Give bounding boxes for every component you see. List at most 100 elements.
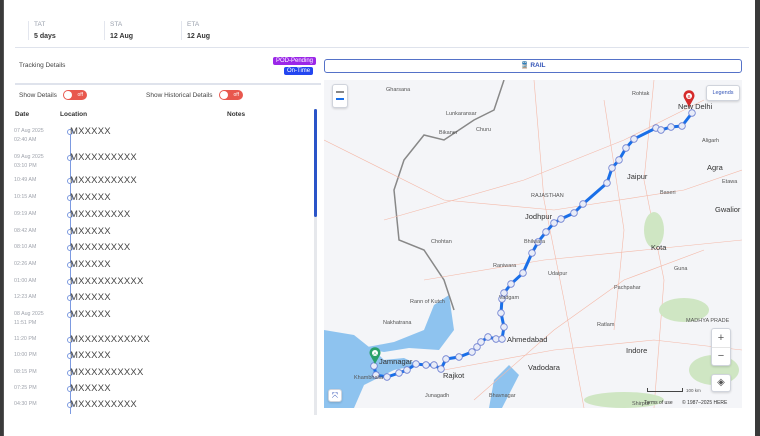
map-place-label: Indore [626, 346, 648, 355]
rail-stop-icon[interactable] [622, 144, 630, 152]
start-marker-icon[interactable]: A [369, 347, 381, 364]
timeline-dot [67, 262, 73, 268]
layers-icon: ◈ [717, 377, 725, 388]
scrollbar-track[interactable] [314, 109, 317, 415]
zoom-out-button[interactable]: − [717, 350, 725, 362]
rann-of-kutch [362, 295, 454, 352]
rail-stop-icon[interactable] [534, 238, 542, 246]
map-place-label: Churu [476, 127, 491, 133]
rail-stop-icon[interactable] [657, 126, 665, 134]
gulf-of-khambhat [489, 365, 519, 408]
timeline-dot [67, 155, 73, 161]
divider [15, 83, 321, 85]
rail-stop-icon[interactable] [430, 361, 438, 369]
legends-button[interactable]: Legends [706, 85, 740, 101]
event-location: MXXXXX [70, 292, 111, 303]
rail-stop-icon[interactable] [550, 219, 558, 227]
tracking-title: Tracking Details [19, 62, 66, 69]
col-date: Date [15, 111, 30, 118]
rail-stop-icon[interactable] [497, 309, 505, 317]
rail-stop-icon[interactable] [437, 365, 445, 373]
pod-badge: POD-Pending [273, 57, 317, 65]
rail-stop-icon[interactable] [603, 179, 611, 187]
event-location: MXXXXX [70, 126, 111, 137]
event-time: 02:40 AM [14, 136, 37, 143]
fullscreen-button[interactable]: ⤧ [328, 389, 342, 402]
event-time: 07:25 PM [14, 385, 37, 391]
rail-stop-icon[interactable] [370, 362, 378, 370]
rail-stop-icon[interactable] [484, 333, 492, 341]
event-datetime: 08:15 PM [14, 368, 60, 377]
marker-letter: B [687, 94, 690, 99]
rail-stop-icon[interactable] [455, 353, 463, 361]
rail-stop-icon[interactable] [667, 123, 675, 131]
rail-stop-icon[interactable] [557, 215, 565, 223]
event-datetime: 12:23 AM [14, 293, 60, 302]
rail-stop-icon[interactable] [579, 200, 587, 208]
rail-stop-icon[interactable] [498, 335, 506, 343]
rail-stop-icon[interactable] [528, 249, 536, 257]
rail-stop-icon[interactable] [678, 122, 686, 130]
event-location: MXXXXXXXX [70, 209, 131, 220]
show-historical-toggle[interactable]: off [219, 90, 243, 100]
map-style-toggle[interactable] [332, 84, 348, 108]
timeline-dot [67, 129, 73, 135]
timeline-dot [67, 229, 73, 235]
scrollbar-thumb[interactable] [314, 109, 317, 217]
event-datetime: 01:00 AM [14, 277, 60, 286]
map-place-label: Vadgam [499, 295, 520, 301]
zoom-in-button[interactable]: + [712, 329, 730, 348]
show-details-toggle[interactable]: off [63, 90, 87, 100]
mode-label: RAIL [530, 62, 546, 69]
rail-stop-icon[interactable] [500, 289, 508, 297]
map-place-label: Rann of Kutch [410, 299, 445, 305]
rail-stop-icon[interactable] [403, 366, 411, 374]
map-place-label: Aligarh [702, 138, 720, 144]
rail-stop-icon[interactable] [542, 228, 550, 236]
mode-rail-button[interactable]: 🚆 RAIL [324, 59, 742, 73]
layers-button[interactable]: ◈ [711, 374, 731, 392]
map-place-label: Chohtan [431, 239, 452, 245]
tat-value: 5 days [34, 33, 56, 40]
event-location: MXXXXXXXXX [70, 152, 137, 163]
event-datetime: 08 Aug 2025 11:51 PM [14, 310, 60, 327]
map-place-label: Ratlam [597, 322, 615, 328]
timeline-dot [67, 370, 73, 376]
rail-stop-icon[interactable] [422, 361, 430, 369]
rail-stop-icon[interactable] [477, 338, 485, 346]
scale-bar [647, 388, 683, 392]
event-time: 11:51 PM [14, 319, 37, 326]
map-place-label: Pachpahar [614, 285, 641, 291]
toggle-state: off [77, 91, 83, 98]
end-marker-icon[interactable]: B [683, 90, 695, 107]
rail-stop-icon[interactable] [442, 355, 450, 363]
rail-stop-icon[interactable] [630, 135, 638, 143]
rail-stop-icon[interactable] [500, 323, 508, 331]
rail-stop-icon[interactable] [372, 371, 380, 379]
map-place-label: RAJASTHAN [531, 193, 564, 199]
event-time: 01:00 AM [14, 278, 37, 284]
rail-stop-icon[interactable] [473, 343, 481, 351]
sta-value: 12 Aug [110, 33, 134, 40]
rail-stop-icon[interactable] [412, 360, 420, 368]
rail-stop-icon[interactable] [468, 348, 476, 356]
sea-arabian [324, 330, 394, 408]
toggle-state: off [233, 91, 239, 98]
terms-link[interactable]: Terms of use [644, 400, 673, 406]
map-place-label: Kota [651, 243, 667, 252]
rail-stop-icon[interactable] [507, 280, 515, 288]
rail-stop-icon[interactable] [383, 373, 391, 381]
rail-stop-icon[interactable] [395, 369, 403, 377]
map-place-label: Raniwara [493, 263, 517, 269]
rail-stop-icon[interactable] [519, 269, 527, 277]
rail-stop-icon[interactable] [615, 156, 623, 164]
rail-stop-icon[interactable] [688, 109, 696, 117]
event-datetime: 08:10 AM [14, 243, 60, 252]
event-time: 02:26 AM [14, 261, 37, 267]
rail-stop-icon[interactable] [608, 164, 616, 172]
timeline-dot [67, 195, 73, 201]
map-place-label: Bhilwara [524, 239, 546, 245]
event-time: 03:10 PM [14, 162, 37, 169]
rail-stop-icon[interactable] [570, 209, 578, 217]
